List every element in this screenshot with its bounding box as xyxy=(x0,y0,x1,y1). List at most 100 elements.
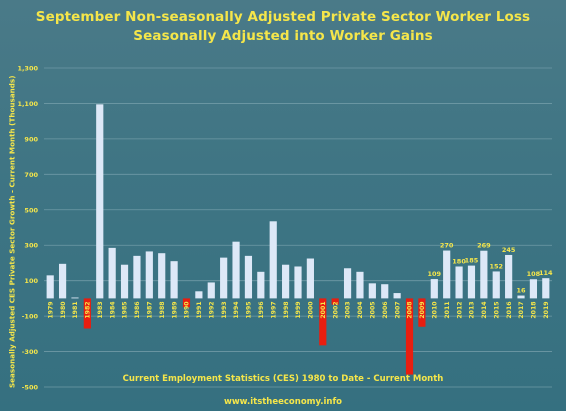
bar-1980 xyxy=(58,263,67,299)
chart-subtitle: Seasonally Adjusted into Worker Gains xyxy=(133,28,433,44)
y-tick-label: 1,300 xyxy=(17,65,38,73)
x-tick-label: 1998 xyxy=(283,301,290,318)
data-label: 185 xyxy=(465,257,479,265)
bar-1983 xyxy=(96,104,104,299)
bar-2005 xyxy=(368,283,376,299)
bar-2002 xyxy=(331,298,339,305)
chart-footnote: Current Employment Statistics (CES) 1980… xyxy=(122,374,444,384)
x-tick-label: 1981 xyxy=(72,301,79,318)
bar-1982 xyxy=(83,298,91,329)
x-tick-label: 1983 xyxy=(97,301,104,318)
bar-2001 xyxy=(319,298,327,346)
bar-2012 xyxy=(455,266,463,299)
data-label: 180 xyxy=(452,257,466,265)
bar-2017 xyxy=(517,295,525,299)
bar-2019 xyxy=(542,278,550,299)
x-tick-label: 2012 xyxy=(456,301,463,318)
bar-2013 xyxy=(467,265,476,299)
x-tick-label: 2010 xyxy=(431,301,438,319)
x-tick-label: 2015 xyxy=(493,301,500,318)
bar-2016 xyxy=(505,254,513,299)
x-tick-label: 2002 xyxy=(332,301,339,318)
bar-2000 xyxy=(306,258,314,299)
data-label: 16 xyxy=(517,287,527,295)
x-tick-label: 2013 xyxy=(469,301,476,318)
bar-1998 xyxy=(282,264,290,299)
data-label: 114 xyxy=(539,269,553,277)
x-tick-label: 1988 xyxy=(159,301,166,318)
x-tick-label: 2018 xyxy=(531,301,538,318)
y-tick-label: 1,100 xyxy=(17,100,38,108)
bar-2014 xyxy=(480,250,488,299)
x-tick-label: 1979 xyxy=(47,301,54,318)
bar-1990 xyxy=(182,298,191,308)
x-tick-label: 1995 xyxy=(246,301,253,318)
bar-2003 xyxy=(343,268,352,299)
x-tick-label: 1992 xyxy=(208,301,215,318)
x-tick-label: 2005 xyxy=(370,301,377,318)
x-tick-label: 1984 xyxy=(109,301,116,319)
bar-1996 xyxy=(257,271,265,299)
x-tick-label: 1986 xyxy=(134,301,141,318)
bar-2006 xyxy=(381,284,389,299)
x-tick-label: 1985 xyxy=(122,301,129,318)
x-tick-label: 1996 xyxy=(258,301,265,318)
x-tick-label: 2000 xyxy=(308,301,315,319)
y-tick-label: -100 xyxy=(22,313,39,321)
data-label: 245 xyxy=(502,246,516,254)
data-label: 270 xyxy=(440,242,454,250)
bar-1993 xyxy=(220,257,228,299)
bar-2004 xyxy=(356,271,364,299)
x-tick-label: 2003 xyxy=(345,301,352,318)
bar-1984 xyxy=(108,247,116,299)
bar-2011 xyxy=(443,250,451,299)
bar-1994 xyxy=(232,241,240,299)
y-tick-label: -300 xyxy=(22,348,39,356)
x-tick-label: 1994 xyxy=(233,301,240,319)
x-tick-label: 2016 xyxy=(506,301,513,318)
bar-1991 xyxy=(195,291,203,299)
bar-2015 xyxy=(492,271,500,299)
x-tick-label: 1991 xyxy=(196,301,203,318)
data-label: 108 xyxy=(527,270,541,278)
x-tick-label: 2006 xyxy=(382,301,389,318)
x-tick-label: 1989 xyxy=(171,301,178,318)
bar-2010 xyxy=(430,279,438,299)
x-tick-label: 2007 xyxy=(394,301,401,318)
y-tick-label: 100 xyxy=(24,277,38,285)
bar-1999 xyxy=(294,266,302,299)
chart-source: www.itstheeconomy.info xyxy=(223,397,343,407)
bar-1986 xyxy=(133,255,141,299)
x-tick-label: 2001 xyxy=(320,301,327,318)
x-tick-label: 1982 xyxy=(85,301,92,318)
x-tick-label: 1997 xyxy=(270,301,277,318)
x-tick-label: 1987 xyxy=(147,301,154,318)
bar-2009 xyxy=(418,298,426,327)
y-tick-label: 900 xyxy=(24,135,38,143)
chart-title: September Non-seasonally Adjusted Privat… xyxy=(35,9,531,25)
x-tick-label: 1990 xyxy=(184,301,191,319)
x-tick-label: 1993 xyxy=(221,301,228,318)
bar-1992 xyxy=(207,282,215,299)
x-tick-label: 1999 xyxy=(295,301,302,318)
data-label: 269 xyxy=(477,242,491,250)
y-tick-label: -500 xyxy=(22,384,39,392)
x-tick-label: 2008 xyxy=(407,301,414,318)
bar-1997 xyxy=(269,221,277,299)
bar-2008 xyxy=(405,298,414,375)
data-label: 152 xyxy=(489,262,503,270)
bar-1988 xyxy=(158,253,166,299)
bar-1995 xyxy=(244,255,253,299)
bar-1985 xyxy=(120,264,129,299)
x-tick-label: 2017 xyxy=(518,301,525,318)
x-tick-label: 2014 xyxy=(481,301,488,319)
y-tick-label: 700 xyxy=(24,171,38,179)
x-tick-label: 2009 xyxy=(419,301,426,318)
data-label: 109 xyxy=(428,270,442,278)
x-tick-label: 1980 xyxy=(60,301,67,319)
bar-1981 xyxy=(71,297,79,299)
y-tick-label: 300 xyxy=(24,242,38,250)
y-tick-label: 500 xyxy=(24,206,38,214)
